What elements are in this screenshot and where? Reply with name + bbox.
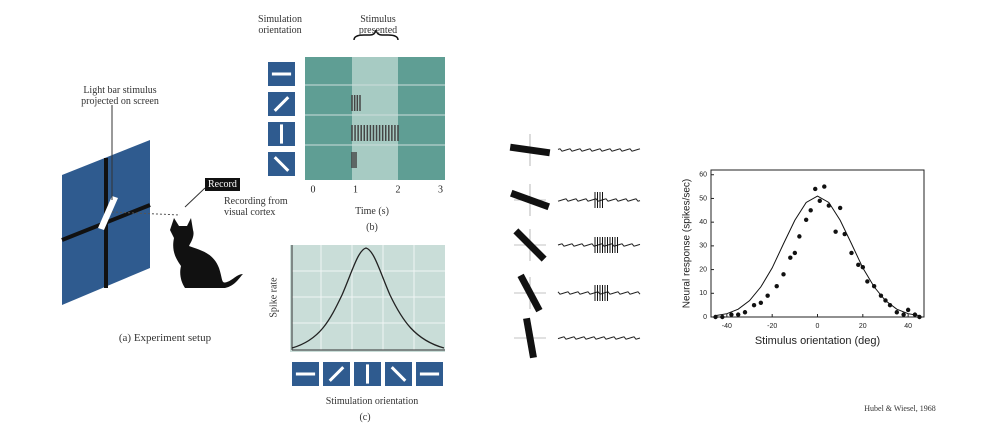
- icon-bar: [295, 372, 316, 376]
- stimulus-bar: [523, 317, 537, 359]
- icon-bar: [328, 366, 345, 382]
- electrode: [184, 187, 206, 208]
- data-point: [803, 217, 809, 222]
- data-point: [765, 293, 770, 298]
- recording-label: Recording from visual cortex: [224, 196, 288, 218]
- x-tick-label: 1: [353, 184, 358, 195]
- stimulus-bar: [513, 228, 547, 262]
- credit: Hubel & Wiesel, 1968: [864, 404, 936, 413]
- data-point: [751, 302, 757, 308]
- data-point: [813, 186, 818, 192]
- x-tick-label: 3: [438, 184, 443, 195]
- x-tick-label: 2: [396, 184, 401, 195]
- trace: [557, 291, 641, 295]
- icon-bar: [273, 96, 290, 112]
- tuning-axes: [291, 245, 445, 351]
- x-label-c: Stimulation orientation: [325, 396, 419, 407]
- data-point: [905, 307, 911, 313]
- stimulus-label: Light bar stimulus projected on screen: [81, 85, 159, 107]
- x-label-b: Time (s): [355, 206, 389, 217]
- data-point: [742, 310, 748, 315]
- data-point: [856, 262, 861, 268]
- trace: [557, 336, 641, 340]
- icon-bar: [366, 364, 369, 384]
- y-tick-label: 20: [699, 266, 707, 273]
- data-point: [735, 312, 741, 317]
- stimulus-header: Stimulus presented: [358, 14, 398, 36]
- data-point: [774, 283, 779, 289]
- data-point: [894, 310, 900, 315]
- data-point: [781, 272, 786, 277]
- tuning-bg: [290, 245, 445, 352]
- data-point: [865, 279, 870, 284]
- light-bar: [98, 196, 118, 230]
- x-tick-label: 40: [904, 323, 912, 330]
- cat: [170, 218, 243, 288]
- brace: [353, 29, 399, 41]
- data-point: [729, 312, 734, 317]
- data-point: [833, 229, 838, 234]
- data-point: [901, 312, 906, 317]
- data-point: [887, 302, 893, 308]
- data-point: [849, 250, 854, 256]
- x-tick-label: 20: [859, 323, 867, 330]
- data-point: [822, 184, 827, 189]
- y-axis-label: Neural response (spikes/sec): [682, 179, 693, 309]
- fit-line: [715, 195, 920, 317]
- x-tick-label: -40: [722, 323, 732, 330]
- data-point: [837, 205, 843, 211]
- data-point: [792, 250, 798, 256]
- y-tick-label: 60: [699, 172, 707, 179]
- caption-c: (c): [359, 412, 371, 423]
- data-point: [797, 234, 802, 239]
- gaze-line: [111, 211, 181, 216]
- data-point: [788, 255, 793, 260]
- x-axis-label: Stimulus orientation (deg): [755, 335, 880, 347]
- orientation-header: Simulation orientation: [258, 14, 302, 36]
- icon-bar: [273, 156, 290, 172]
- caption-b: (b): [366, 222, 378, 233]
- x-tick-label: 0: [311, 184, 316, 195]
- stimulus-bar: [509, 143, 551, 157]
- stimulus-bar: [510, 189, 550, 211]
- y-tick-label: 50: [699, 195, 707, 202]
- y-tick-label: 30: [699, 243, 707, 250]
- y-tick-label: 10: [699, 290, 707, 297]
- icon-bar: [390, 366, 407, 382]
- data-point: [758, 300, 764, 305]
- icon-bar: [280, 124, 283, 144]
- data-point: [808, 208, 813, 213]
- x-tick-label: 0: [816, 323, 820, 330]
- data-point: [720, 314, 725, 320]
- icon-bar: [419, 372, 440, 376]
- stimulus-bar: [517, 273, 543, 313]
- trace: [557, 198, 641, 202]
- y-tick-label: 0: [703, 314, 707, 321]
- record-button: Record: [205, 178, 240, 191]
- tuning-curve: [291, 247, 445, 349]
- plot-frame: [710, 169, 925, 318]
- trace: [557, 148, 641, 152]
- y-tick-label: 40: [699, 219, 707, 226]
- y-label-c: Spike rate: [268, 277, 280, 318]
- x-tick-label: -20: [767, 323, 777, 330]
- data-point: [817, 198, 822, 204]
- trace: [557, 243, 641, 247]
- icon-bar: [271, 72, 292, 76]
- caption-a: (a) Experiment setup: [118, 332, 212, 344]
- stimulus-band: [352, 57, 398, 180]
